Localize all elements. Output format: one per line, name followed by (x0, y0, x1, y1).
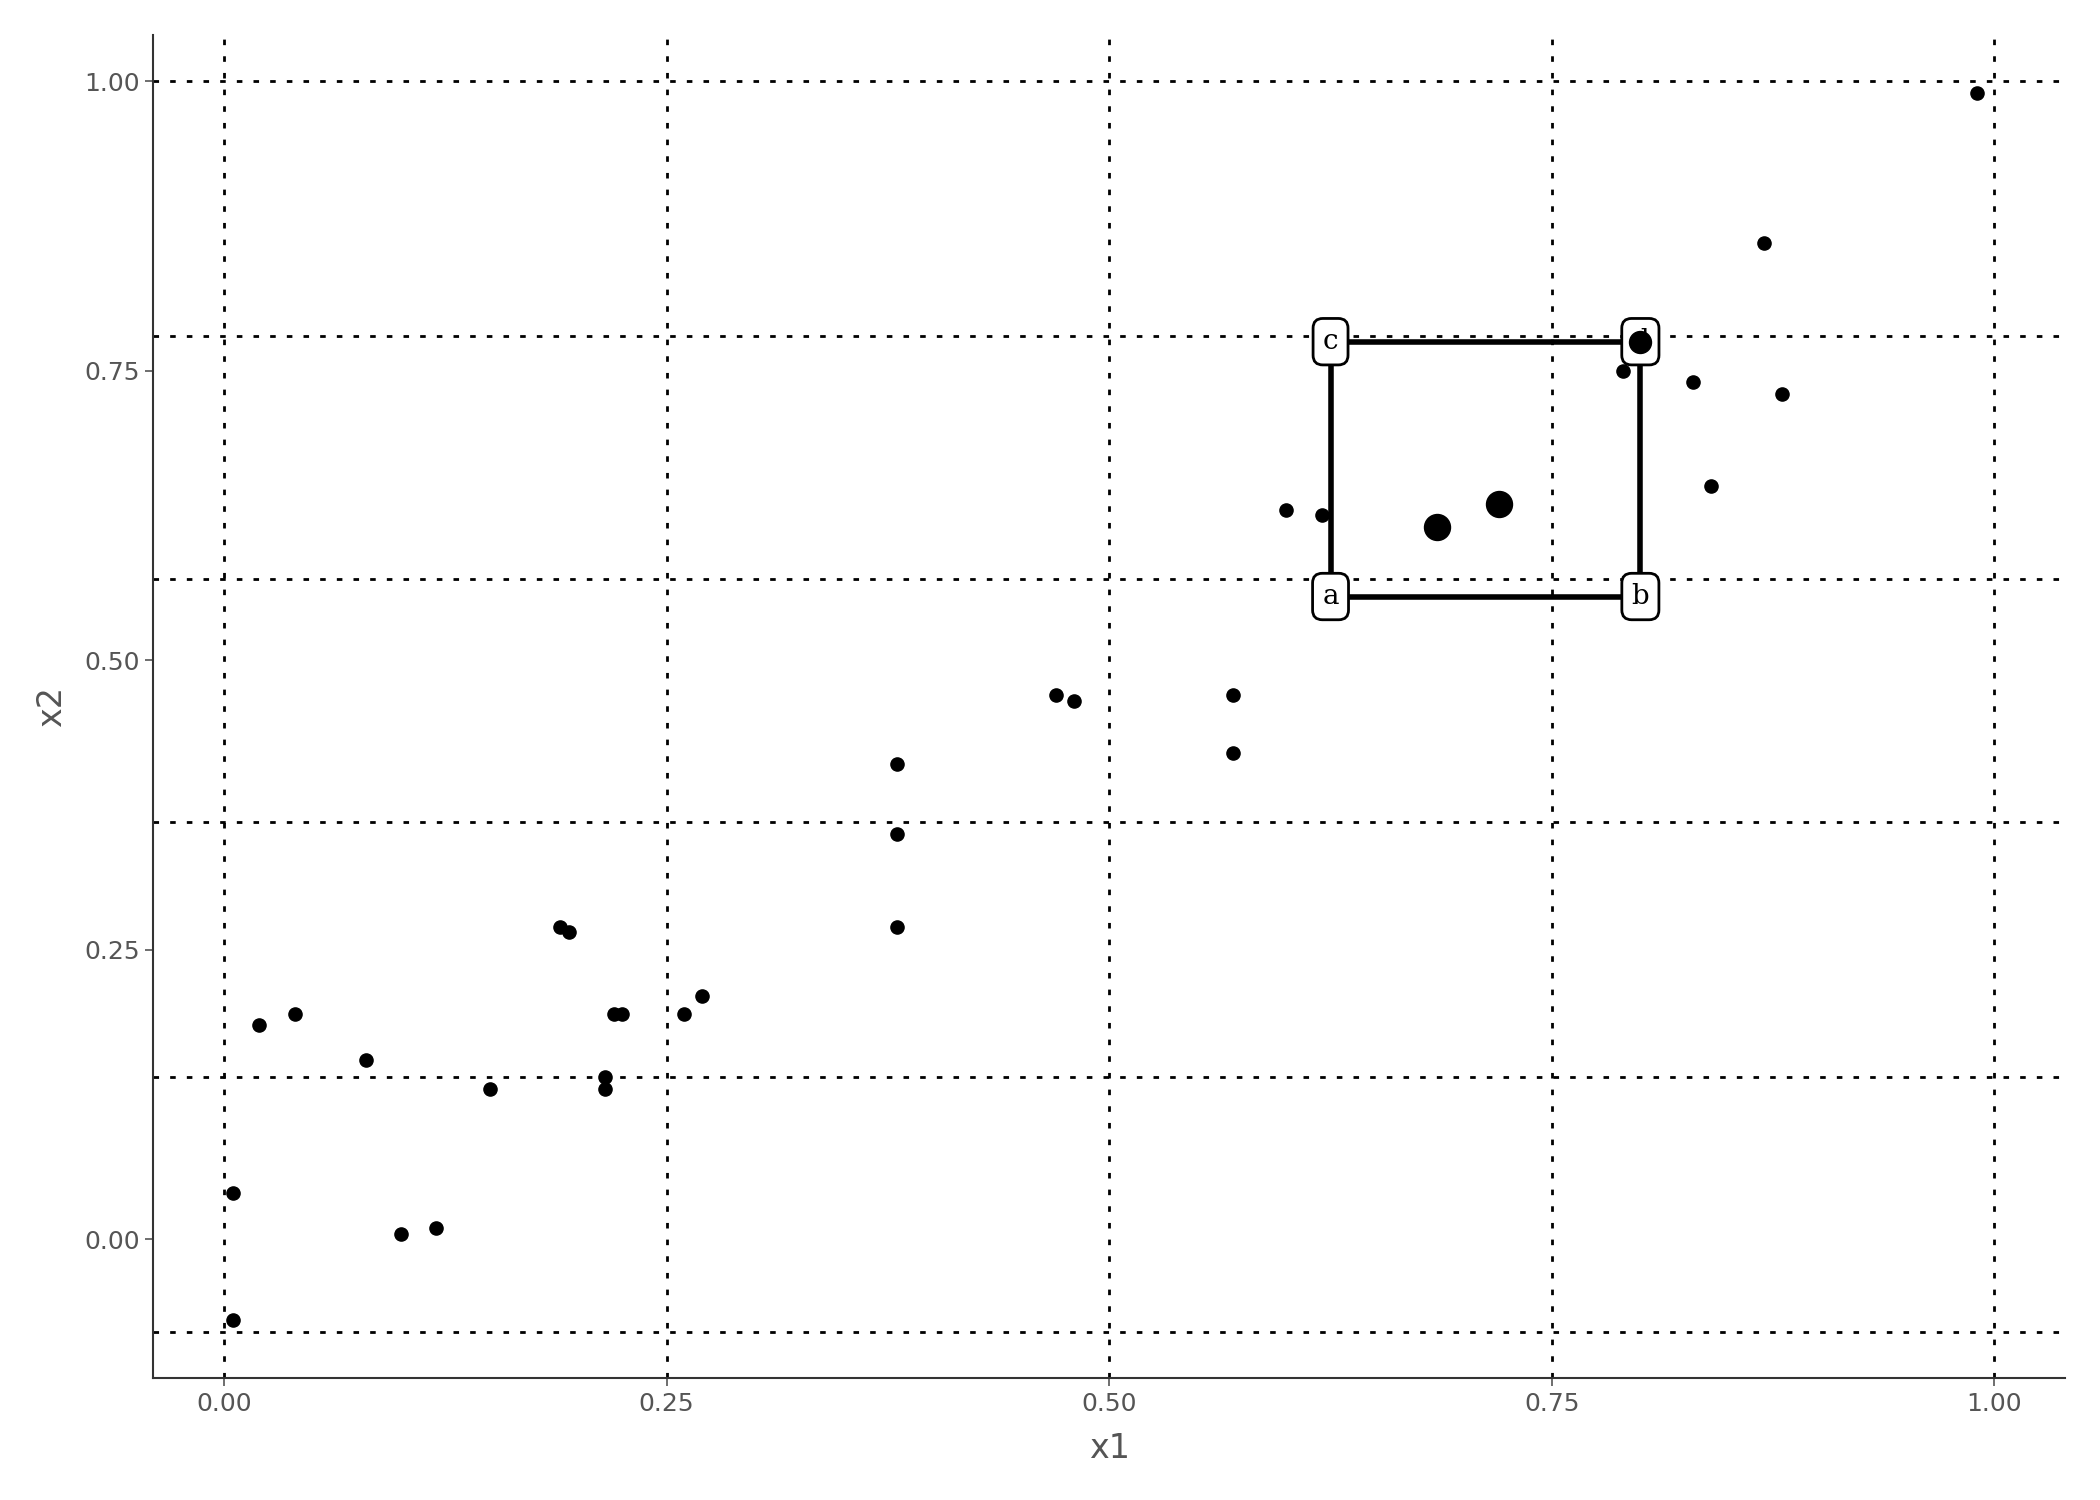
Point (588, 1065, 622, 1089)
Point (1747, 231, 1781, 255)
Point (880, 822, 914, 846)
Text: c: c (1323, 328, 1338, 356)
Text: b: b (1632, 584, 1648, 610)
Point (277, 1002, 311, 1026)
Point (244, 1013, 277, 1036)
X-axis label: x1: x1 (1088, 1432, 1130, 1466)
Y-axis label: x2: x2 (36, 686, 67, 728)
Point (605, 1002, 638, 1026)
Point (1216, 682, 1250, 706)
Point (1270, 498, 1304, 522)
Point (1623, 330, 1657, 354)
Point (1676, 370, 1709, 394)
Point (1695, 474, 1728, 498)
Point (685, 984, 718, 1008)
Point (596, 1002, 630, 1026)
Point (1420, 514, 1453, 538)
Point (544, 915, 578, 939)
Point (1040, 682, 1073, 706)
Point (216, 1180, 250, 1204)
Point (1216, 741, 1250, 765)
Point (1304, 504, 1338, 528)
Point (880, 915, 914, 939)
Point (349, 1048, 382, 1072)
Point (668, 1002, 701, 1026)
Point (384, 1221, 418, 1245)
Point (420, 1216, 454, 1240)
Point (1056, 688, 1090, 712)
Point (1766, 382, 1800, 406)
Point (1606, 358, 1640, 382)
Point (1959, 81, 1993, 105)
Point (216, 1308, 250, 1332)
Point (552, 921, 586, 945)
Point (472, 1077, 506, 1101)
Text: a: a (1323, 584, 1340, 610)
Point (880, 753, 914, 777)
Point (588, 1077, 622, 1101)
Text: d: d (1632, 328, 1648, 356)
Point (1483, 492, 1516, 516)
